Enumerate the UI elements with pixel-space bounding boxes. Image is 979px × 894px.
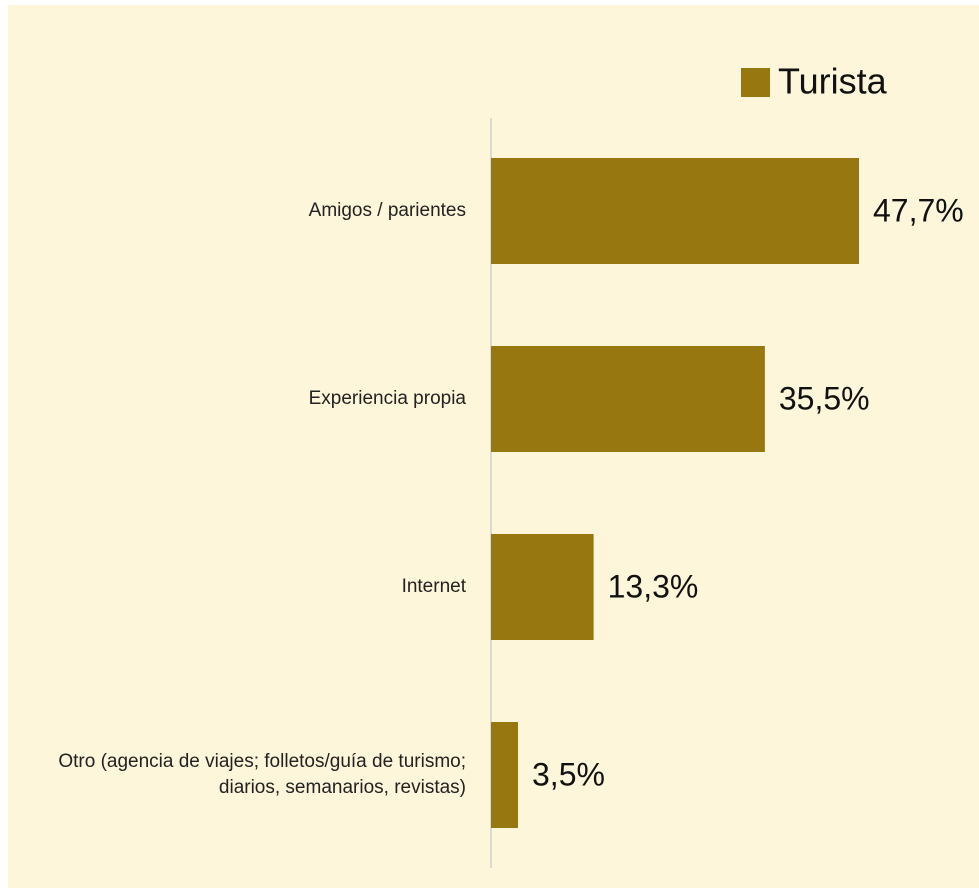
legend-label: Turista	[778, 61, 888, 102]
data-label: 35,5%	[779, 380, 870, 416]
data-label: 3,5%	[532, 756, 605, 792]
legend-swatch	[741, 68, 770, 97]
category-label: Otro (agencia de viajes; folletos/guía d…	[58, 751, 466, 798]
bar	[491, 158, 859, 264]
bar	[491, 534, 594, 640]
category-label: Internet	[401, 576, 466, 597]
bar	[491, 722, 519, 828]
category-label: Experiencia propia	[308, 388, 466, 409]
bar	[491, 346, 765, 452]
data-label: 47,7%	[873, 192, 964, 228]
data-label: 13,3%	[608, 568, 699, 604]
category-label: Amigos / parientes	[308, 200, 466, 221]
